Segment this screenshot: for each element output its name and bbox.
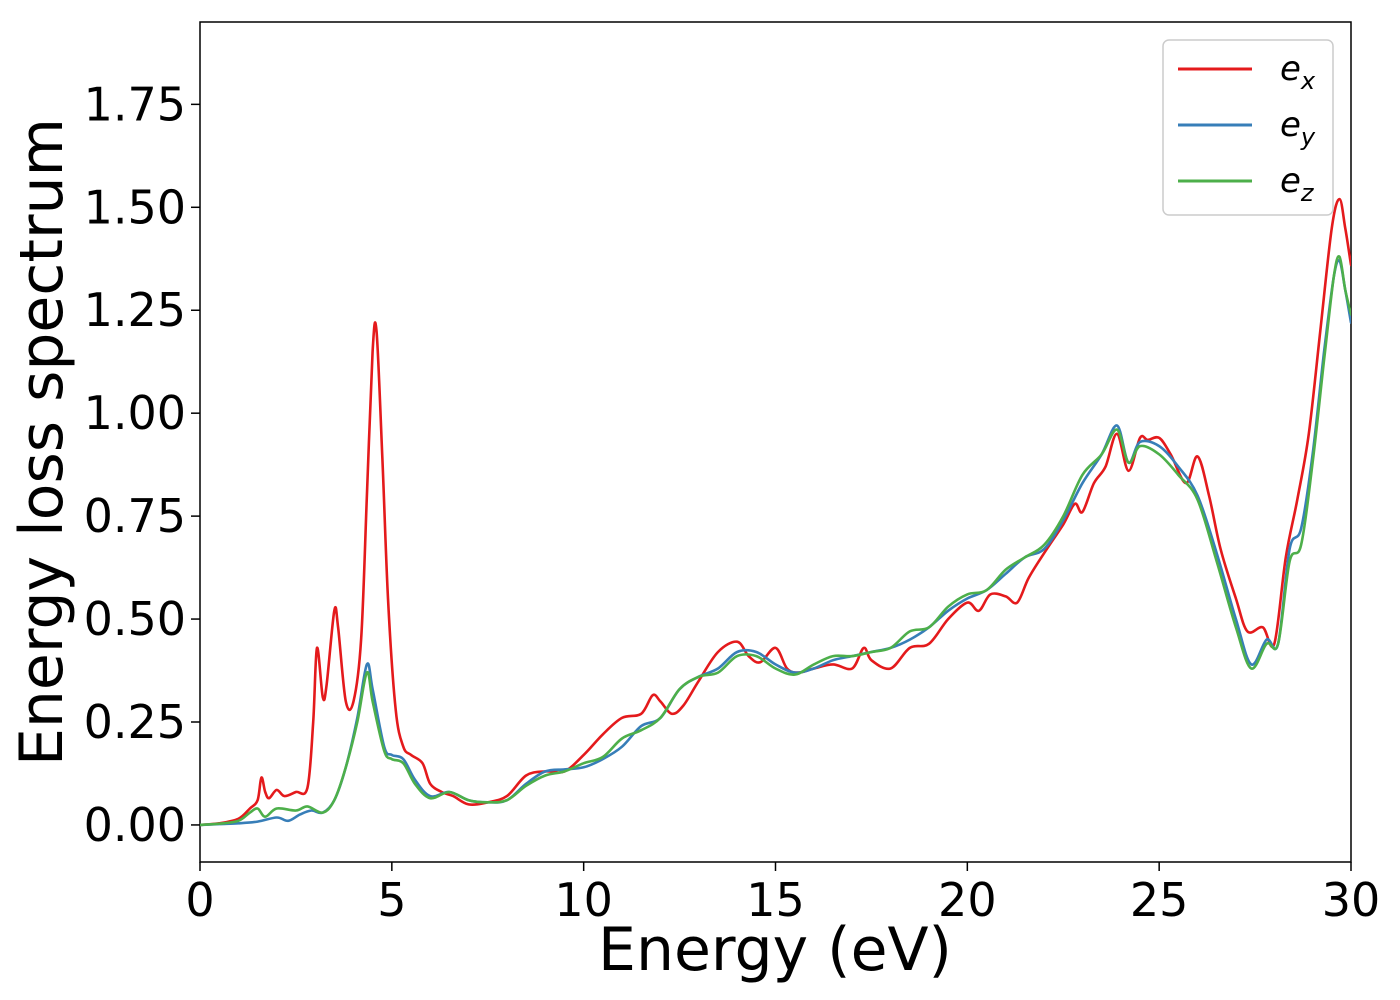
- y-tick-label: 0.75: [84, 489, 186, 543]
- y-tick-label: 1.25: [84, 283, 186, 337]
- x-tick-label: 25: [1130, 873, 1189, 927]
- y-tick-label: 0.25: [84, 695, 186, 749]
- legend-label-y: ey: [1280, 105, 1316, 151]
- y-tick-label: 1.00: [84, 386, 186, 440]
- y-axis: 0.00 0.25 0.50 0.75 1.00 1.25 1.50 1.75: [84, 77, 200, 852]
- series-line-x: [200, 197, 1351, 827]
- x-tick-label: 5: [377, 873, 406, 927]
- legend: ex ey ez: [1162, 39, 1334, 216]
- legend-label-z: ez: [1280, 161, 1315, 207]
- plot-area: [199, 21, 1352, 863]
- legend-box: [1162, 39, 1334, 216]
- y-tick-label: 1.50: [84, 180, 186, 234]
- series-line-y: [200, 259, 1351, 827]
- y-tick-label: 0.00: [84, 798, 186, 852]
- x-axis-label: Energy (eV): [598, 915, 952, 985]
- x-axis: 0 5 10 15 20 25 30: [185, 862, 1380, 927]
- legend-label-x: ex: [1280, 49, 1316, 95]
- x-tick-label: 20: [938, 873, 997, 927]
- y-tick-label: 0.50: [84, 592, 186, 646]
- x-tick-label: 10: [554, 873, 613, 927]
- x-tick-label: 15: [746, 873, 805, 927]
- plot-frame: [199, 21, 1352, 863]
- y-axis-label: Energy loss spectrum: [7, 118, 77, 766]
- x-tick-label: 0: [185, 873, 214, 927]
- y-tick-label: 1.75: [84, 77, 186, 131]
- x-tick-label: 30: [1322, 873, 1381, 927]
- series-layer: [200, 197, 1351, 827]
- series-line-z: [200, 254, 1351, 827]
